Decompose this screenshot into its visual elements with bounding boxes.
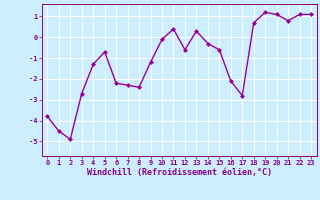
- X-axis label: Windchill (Refroidissement éolien,°C): Windchill (Refroidissement éolien,°C): [87, 168, 272, 177]
